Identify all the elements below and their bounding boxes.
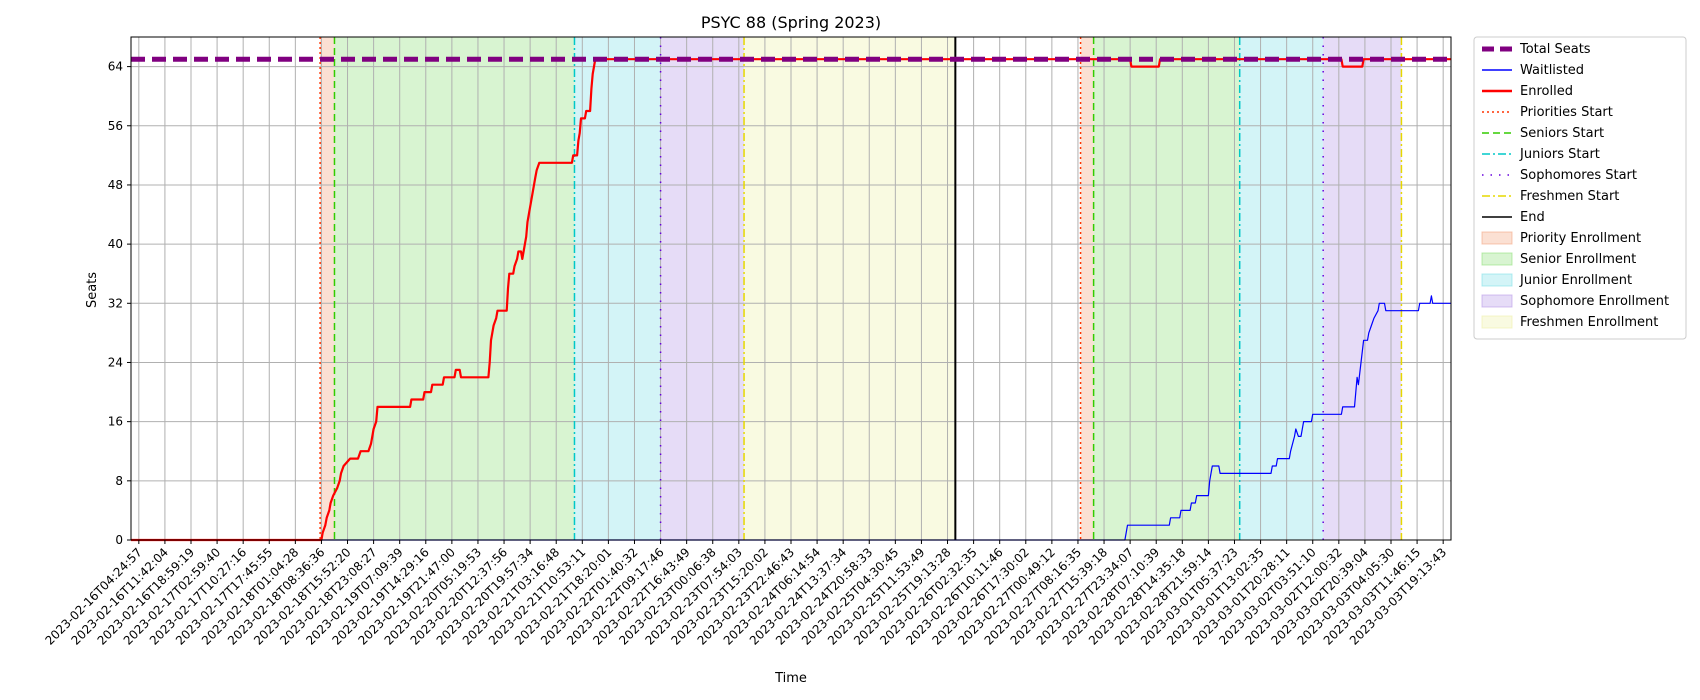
legend-label: Sophomores Start xyxy=(1520,168,1637,183)
y-tick-label: 24 xyxy=(108,355,123,369)
y-axis-ticks: 0 8 16 24 32 40 48 56 64 xyxy=(108,60,131,547)
y-tick-label: 56 xyxy=(108,119,123,133)
y-tick-label: 16 xyxy=(108,415,123,429)
legend-label: Senior Enrollment xyxy=(1520,252,1636,267)
legend-box xyxy=(1473,36,1687,340)
phase-span xyxy=(1093,37,1240,540)
legend-swatch xyxy=(1481,273,1513,287)
phase-span xyxy=(660,37,745,540)
y-tick-label: 32 xyxy=(108,296,123,310)
phase-lines xyxy=(319,37,1403,540)
phase-span xyxy=(1080,37,1094,540)
legend-swatch xyxy=(1481,315,1513,329)
x-axis-ticks: 2023-02-16T04:24:572023-02-16T11:42:0420… xyxy=(42,540,1449,648)
x-axis-label: Time xyxy=(774,671,807,686)
legend-label: Total Seats xyxy=(1519,42,1591,57)
legend-label: Priorities Start xyxy=(1520,105,1613,120)
y-tick-label: 8 xyxy=(115,474,123,488)
legend: Total Seats Waitlisted Enrolled Priorities … xyxy=(1473,36,1687,340)
legend-label: Juniors Start xyxy=(1519,147,1600,162)
legend-swatch xyxy=(1481,294,1513,308)
legend-label: Seniors Start xyxy=(1520,126,1604,141)
legend-swatch xyxy=(1481,231,1513,245)
series-enrolled xyxy=(131,58,1451,542)
legend-label: Priority Enrollment xyxy=(1520,231,1641,246)
legend-swatch xyxy=(1481,252,1513,266)
legend-label: Freshmen Enrollment xyxy=(1520,315,1658,330)
legend-label: Waitlisted xyxy=(1520,63,1584,78)
legend-label: Sophomore Enrollment xyxy=(1520,294,1669,309)
phase-span xyxy=(1323,37,1402,540)
legend-label: Junior Enrollment xyxy=(1519,273,1632,288)
y-tick-label: 64 xyxy=(108,60,123,74)
phase-span xyxy=(334,37,575,540)
grid-lines xyxy=(131,37,1451,541)
phase-span xyxy=(320,37,335,540)
series-waitlisted xyxy=(131,295,1451,541)
phase-spans xyxy=(320,37,1402,540)
phase-span xyxy=(744,37,956,540)
legend-label: End xyxy=(1520,210,1545,225)
phase-span xyxy=(574,37,661,540)
chart-title: PSYC 88 (Spring 2023) xyxy=(701,13,881,32)
series-lines xyxy=(131,56,1451,542)
legend-label: Freshmen Start xyxy=(1520,189,1619,204)
y-tick-label: 48 xyxy=(108,178,123,192)
y-axis-label: Seats xyxy=(85,272,100,308)
y-tick-label: 0 xyxy=(115,533,123,547)
phase-span xyxy=(1239,37,1324,540)
legend-label: Enrolled xyxy=(1520,84,1573,99)
y-tick-label: 40 xyxy=(108,237,123,251)
